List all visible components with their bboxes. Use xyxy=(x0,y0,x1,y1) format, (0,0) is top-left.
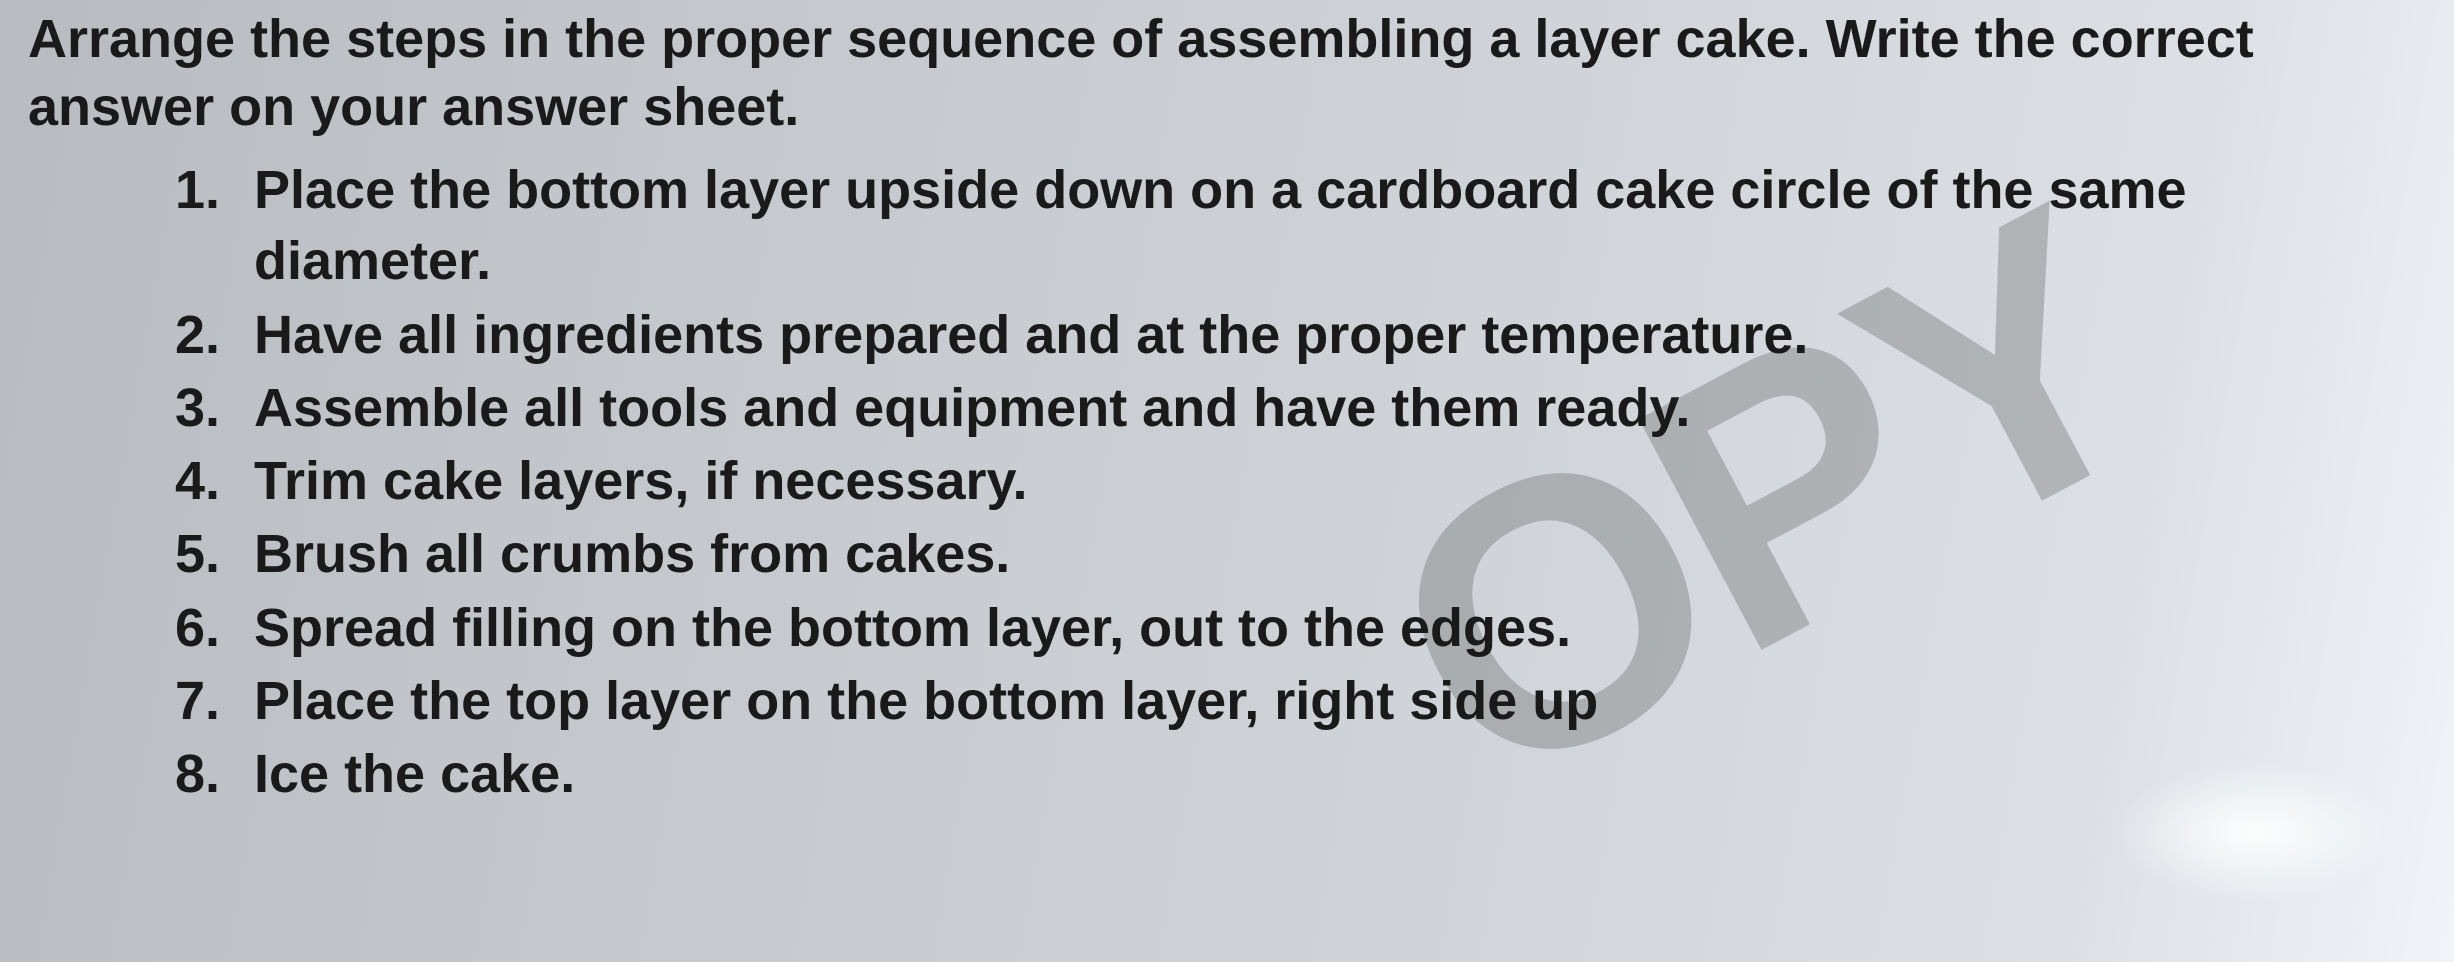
list-item: 4. Trim cake layers, if necessary. xyxy=(148,446,2434,517)
list-item: 5. Brush all crumbs from cakes. xyxy=(148,519,2434,590)
list-item: 6. Spread filling on the bottom layer, o… xyxy=(148,593,2434,664)
item-text: Place the top layer on the bottom layer,… xyxy=(254,666,2434,737)
item-number: 2. xyxy=(148,300,220,371)
item-text: Trim cake layers, if necessary. xyxy=(254,446,2434,517)
item-text: Assemble all tools and equipment and hav… xyxy=(254,373,2434,444)
item-number: 7. xyxy=(148,666,220,737)
item-text: Brush all crumbs from cakes. xyxy=(254,519,2434,590)
item-text: Spread filling on the bottom layer, out … xyxy=(254,593,2434,664)
item-text: Ice the cake. xyxy=(254,739,2434,810)
list-item: 1. Place the bottom layer upside down on… xyxy=(148,155,2434,298)
item-text: Have all ingredients prepared and at the… xyxy=(254,300,2434,371)
item-number: 1. xyxy=(148,155,220,226)
item-number: 6. xyxy=(148,593,220,664)
item-number: 8. xyxy=(148,739,220,810)
item-text: Place the bottom layer upside down on a … xyxy=(254,155,2434,298)
page-content: Arrange the steps in the proper sequence… xyxy=(0,0,2454,810)
item-number: 4. xyxy=(148,446,220,517)
list-item: 7. Place the top layer on the bottom lay… xyxy=(148,666,2434,737)
list-item: 3. Assemble all tools and equipment and … xyxy=(148,373,2434,444)
list-item: 8. Ice the cake. xyxy=(148,739,2434,810)
steps-list: 1. Place the bottom layer upside down on… xyxy=(28,155,2434,810)
instructions-text: Arrange the steps in the proper sequence… xyxy=(28,6,2434,141)
list-item: 2. Have all ingredients prepared and at … xyxy=(148,300,2434,371)
item-number: 5. xyxy=(148,519,220,590)
item-number: 3. xyxy=(148,373,220,444)
